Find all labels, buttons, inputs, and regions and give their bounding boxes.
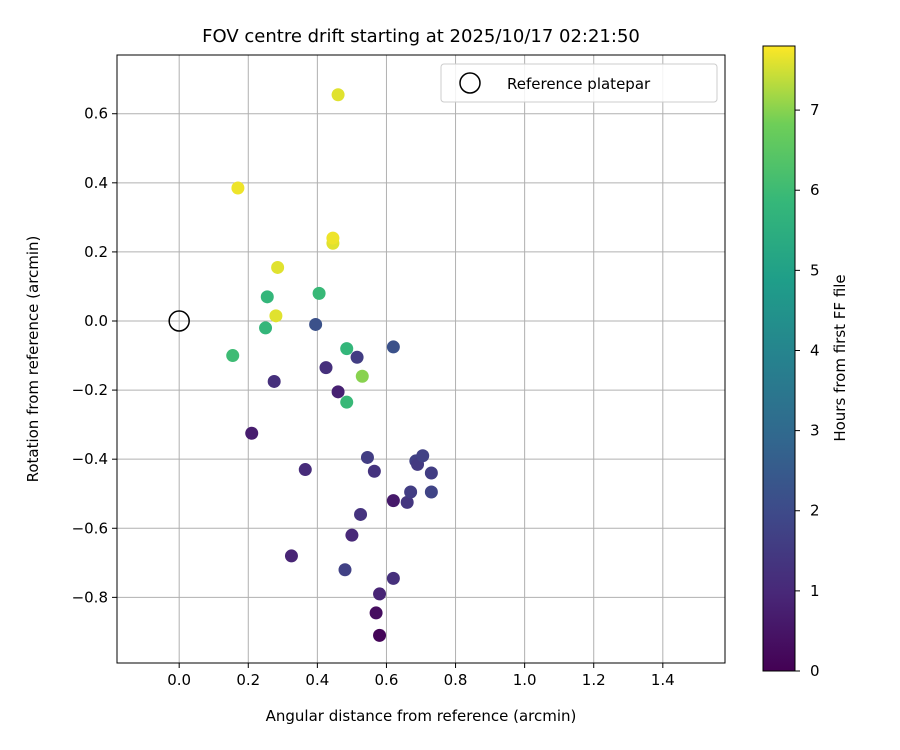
data-point (312, 286, 326, 300)
y-tick-label: 0.4 (84, 174, 108, 192)
data-point (373, 587, 387, 601)
data-point (226, 349, 240, 363)
data-point (404, 485, 418, 499)
colorbar-label: Hours from first FF file (831, 274, 849, 441)
data-point (416, 449, 430, 463)
data-point (386, 340, 400, 354)
x-tick-label: 0.4 (305, 671, 329, 689)
data-point (271, 260, 285, 274)
data-point (360, 450, 374, 464)
y-axis-ticks: −0.8 −0.6 −0.4 −0.2 0.0 0.2 0.4 0.6 (72, 105, 117, 606)
data-point (355, 369, 369, 383)
data-point (331, 385, 345, 399)
x-axis-label: Angular distance from reference (arcmin) (266, 707, 577, 725)
data-point (298, 463, 312, 477)
colorbar-gradient (762, 45, 796, 672)
plot-frame (116, 54, 726, 664)
data-point (386, 494, 400, 508)
x-axis-ticks: 0.0 0.2 0.4 0.6 0.8 1.0 1.2 1.4 (167, 663, 675, 689)
colorbar-tick-label: 2 (810, 502, 820, 520)
x-tick-label: 0.8 (444, 671, 468, 689)
colorbar-tick-label: 1 (810, 582, 820, 600)
data-point (319, 361, 333, 375)
y-tick-label: 0.6 (84, 105, 108, 123)
x-tick-label: 1.2 (582, 671, 606, 689)
data-point (284, 549, 298, 563)
legend-reference-marker (459, 72, 481, 94)
data-point (345, 528, 359, 542)
data-point (269, 309, 283, 323)
data-point (331, 88, 345, 102)
data-point (400, 495, 414, 509)
grid (117, 55, 725, 663)
legend-box (440, 63, 718, 103)
data-point (350, 350, 364, 364)
x-tick-label: 0.6 (375, 671, 399, 689)
data-point (369, 606, 383, 620)
legend-label: Reference platepar (507, 75, 651, 93)
colorbar-tick-label: 7 (810, 101, 820, 119)
data-point (424, 485, 438, 499)
y-tick-label: 0.2 (84, 243, 108, 261)
data-point (326, 231, 340, 245)
data-point (231, 181, 245, 195)
y-axis-label: Rotation from reference (arcmin) (24, 236, 42, 483)
x-tick-label: 0.2 (236, 671, 260, 689)
colorbar-tick-label: 6 (810, 181, 820, 199)
data-points (226, 88, 438, 642)
x-tick-label: 1.0 (513, 671, 537, 689)
reference-point-marker (168, 310, 190, 332)
y-tick-label: 0.0 (84, 312, 108, 330)
y-tick-label: −0.4 (72, 450, 108, 468)
colorbar-tick-label: 3 (810, 422, 820, 440)
y-tick-label: −0.2 (72, 381, 108, 399)
data-point (367, 464, 381, 478)
data-point (424, 466, 438, 480)
data-point (373, 628, 387, 642)
data-point (259, 321, 273, 335)
data-point (260, 290, 274, 304)
data-point (340, 395, 354, 409)
colorbar-ticks: 0 1 2 3 4 5 6 7 (795, 101, 820, 680)
colorbar-tick-label: 4 (810, 341, 820, 359)
data-point (245, 426, 259, 440)
data-point (338, 563, 352, 577)
colorbar-tick-label: 5 (810, 261, 820, 279)
x-tick-label: 0.0 (167, 671, 191, 689)
data-point (309, 317, 323, 331)
legend: Reference platepar (440, 63, 718, 103)
data-point (354, 507, 368, 521)
data-point (386, 571, 400, 585)
x-tick-label: 1.4 (651, 671, 675, 689)
colorbar: 0 1 2 3 4 5 6 7 Hours from first FF file (762, 45, 849, 680)
data-point (267, 374, 281, 388)
y-tick-label: −0.6 (72, 519, 108, 537)
colorbar-tick-label: 0 (810, 662, 820, 680)
data-point (340, 342, 354, 356)
y-tick-label: −0.8 (72, 588, 108, 606)
chart-title: FOV centre drift starting at 2025/10/17 … (202, 26, 640, 47)
